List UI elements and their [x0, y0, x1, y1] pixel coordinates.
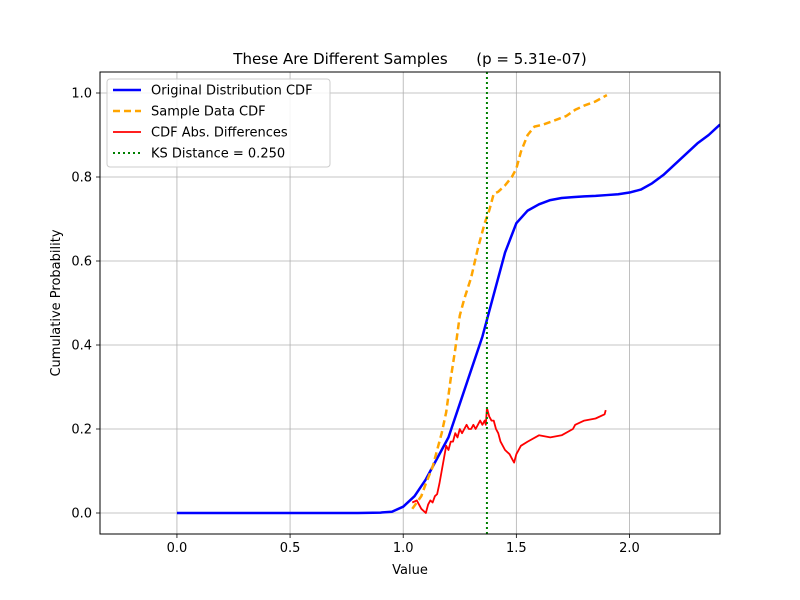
y-tick-label: 0.2 [71, 423, 92, 438]
y-tick-label: 0.0 [71, 507, 92, 522]
legend-label: Original Distribution CDF [151, 84, 313, 99]
legend-frame [106, 78, 331, 168]
x-axis-label: Value [392, 563, 428, 578]
x-tick-label: 1.0 [393, 541, 414, 556]
x-tick-label: 2.0 [619, 541, 640, 556]
legend-label: CDF Abs. Differences [151, 126, 288, 141]
x-axis: 0.0 0.5 1.0 1.5 2.0 [167, 534, 640, 556]
y-axis: 0.0 0.2 0.4 0.6 0.8 1.0 [71, 87, 100, 522]
legend: Original Distribution CDF Sample Data CDF… [106, 78, 331, 168]
series-cdf-abs-differences [411, 407, 607, 514]
y-tick-label: 1.0 [71, 87, 92, 102]
axes-frame [99, 71, 721, 535]
legend-label: KS Distance = 0.250 [151, 147, 285, 162]
y-axis-label: Cumulative Probability [49, 229, 64, 376]
x-tick-label: 0.0 [167, 541, 188, 556]
x-tick-label: 0.5 [280, 541, 301, 556]
y-tick-label: 0.6 [71, 255, 92, 270]
chart-title: These Are Different Samples (p = 5.31e-0… [232, 50, 586, 68]
y-tick-label: 0.8 [71, 171, 92, 186]
series-sample-data-cdf [411, 94, 608, 510]
legend-label: Sample Data CDF [151, 105, 266, 120]
x-tick-label: 1.5 [506, 541, 527, 556]
series-original-distribution-cdf [176, 123, 720, 515]
y-tick-label: 0.4 [71, 339, 92, 354]
series-layer [176, 94, 720, 515]
